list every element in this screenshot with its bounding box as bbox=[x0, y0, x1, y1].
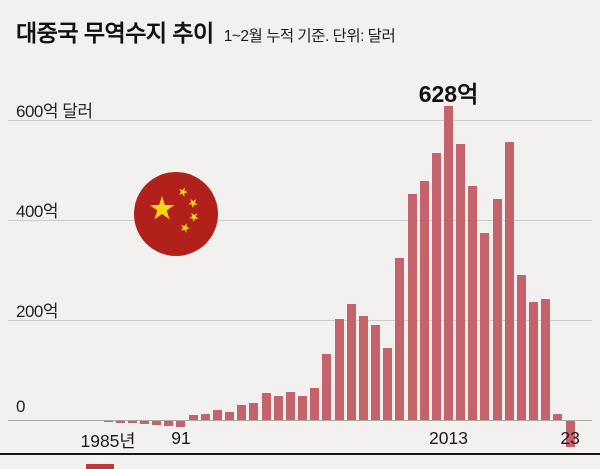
x-axis-label-2023: 23 bbox=[560, 428, 580, 448]
bar-1996 bbox=[237, 405, 247, 420]
bar-2016 bbox=[480, 232, 490, 420]
y-axis-label: 400억 bbox=[16, 202, 59, 221]
bar-2015 bbox=[468, 185, 478, 420]
bar-2011 bbox=[419, 181, 429, 420]
bar-2012 bbox=[431, 152, 441, 420]
bar-2018 bbox=[504, 142, 514, 420]
bar-1986 bbox=[115, 421, 125, 423]
gridline-200 bbox=[8, 320, 592, 321]
bar-2008 bbox=[383, 347, 393, 420]
bar-2001 bbox=[298, 395, 308, 420]
bar-2000 bbox=[285, 391, 295, 420]
bar-1995 bbox=[225, 411, 235, 420]
bar-1993 bbox=[200, 414, 210, 420]
flag-small-star-4 bbox=[180, 223, 190, 233]
bar-2014 bbox=[456, 144, 466, 420]
bar-1999 bbox=[273, 396, 283, 420]
x-axis-label-1985: 1985년 bbox=[80, 431, 136, 451]
flag-small-star-1 bbox=[178, 187, 188, 197]
flag-circle bbox=[134, 172, 218, 256]
bar-2006 bbox=[358, 315, 368, 420]
peak-annotation: 628억 bbox=[418, 81, 479, 107]
chart-title: 대중국 무역수지 추이 bbox=[16, 20, 214, 46]
bar-2019 bbox=[516, 275, 526, 420]
bar-2010 bbox=[407, 193, 417, 420]
flag-big-star bbox=[149, 196, 175, 220]
bar-1988 bbox=[139, 421, 149, 424]
x-axis-label-1991: 91 bbox=[171, 428, 191, 448]
bar-2007 bbox=[371, 325, 381, 420]
bar-1985 bbox=[103, 421, 113, 422]
bar-1998 bbox=[261, 392, 271, 420]
y-axis-label: 200억 bbox=[16, 302, 59, 321]
y-axis-label: 600억 달러 bbox=[16, 102, 93, 121]
bar-1997 bbox=[249, 402, 259, 420]
bar-1987 bbox=[127, 421, 137, 423]
bar-2017 bbox=[492, 198, 502, 420]
bar-2009 bbox=[395, 258, 405, 420]
chart-header: 대중국 무역수지 추이 1~2월 누적 기준. 단위: 달러 bbox=[16, 14, 396, 48]
bar-2020 bbox=[529, 301, 539, 420]
cropped-red-element bbox=[86, 464, 114, 469]
gridline-600 bbox=[8, 120, 592, 121]
bar-2003 bbox=[322, 354, 332, 420]
bar-2023 bbox=[565, 421, 575, 447]
bar-2013 bbox=[443, 106, 453, 420]
bar-1989 bbox=[152, 421, 162, 425]
bar-2002 bbox=[310, 388, 320, 420]
bar-2022 bbox=[553, 414, 563, 420]
chart-subtitle: 1~2월 누적 기준. 단위: 달러 bbox=[223, 28, 396, 45]
flag-small-star-2 bbox=[188, 198, 198, 208]
bar-2021 bbox=[541, 298, 551, 420]
bar-2004 bbox=[334, 319, 344, 420]
bar-1990 bbox=[164, 421, 174, 426]
gridline-400 bbox=[8, 220, 592, 221]
china-flag-icon bbox=[134, 172, 218, 256]
bar-2005 bbox=[346, 303, 356, 420]
gridline-0 bbox=[8, 420, 592, 421]
y-axis-label: 0 bbox=[16, 397, 25, 416]
x-axis-label-2013: 2013 bbox=[429, 428, 468, 448]
bar-1992 bbox=[188, 414, 198, 420]
bar-1994 bbox=[212, 410, 222, 420]
flag-small-star-3 bbox=[189, 212, 199, 222]
bottom-divider bbox=[0, 453, 600, 455]
bar-1991 bbox=[176, 421, 186, 427]
